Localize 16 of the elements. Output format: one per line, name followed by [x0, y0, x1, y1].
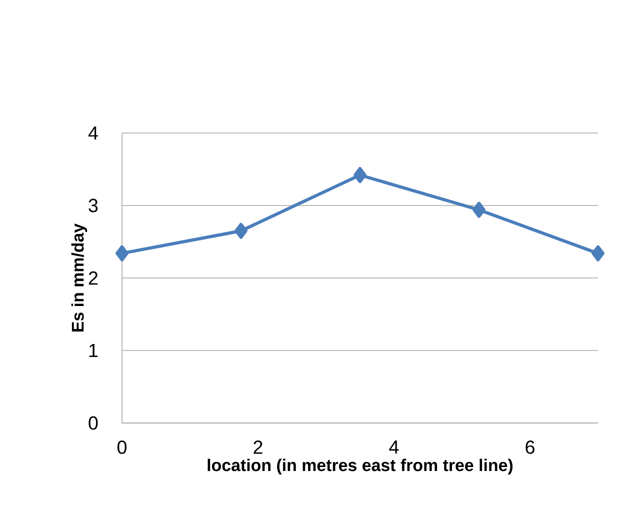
point [234, 222, 248, 239]
point [472, 202, 486, 218]
x-tick-label: 2 [254, 440, 262, 454]
y-tick-label: 2 [88, 271, 98, 285]
point [354, 166, 366, 184]
x-tick-label: 4 [389, 440, 399, 454]
x-axis-title: location (in metres east from tree line) [208, 458, 513, 475]
point [592, 245, 604, 262]
y-axis-title: Es in mm/day [71, 224, 88, 332]
y-tick-label: 0 [88, 416, 98, 430]
y-tick-label: 1 [89, 344, 98, 358]
y-tick-label: 3 [88, 198, 98, 212]
x-tick-label: 0 [117, 440, 127, 454]
point [116, 245, 128, 262]
y-tick-label: 4 [88, 126, 98, 140]
x-tick-label: 6 [526, 440, 534, 454]
